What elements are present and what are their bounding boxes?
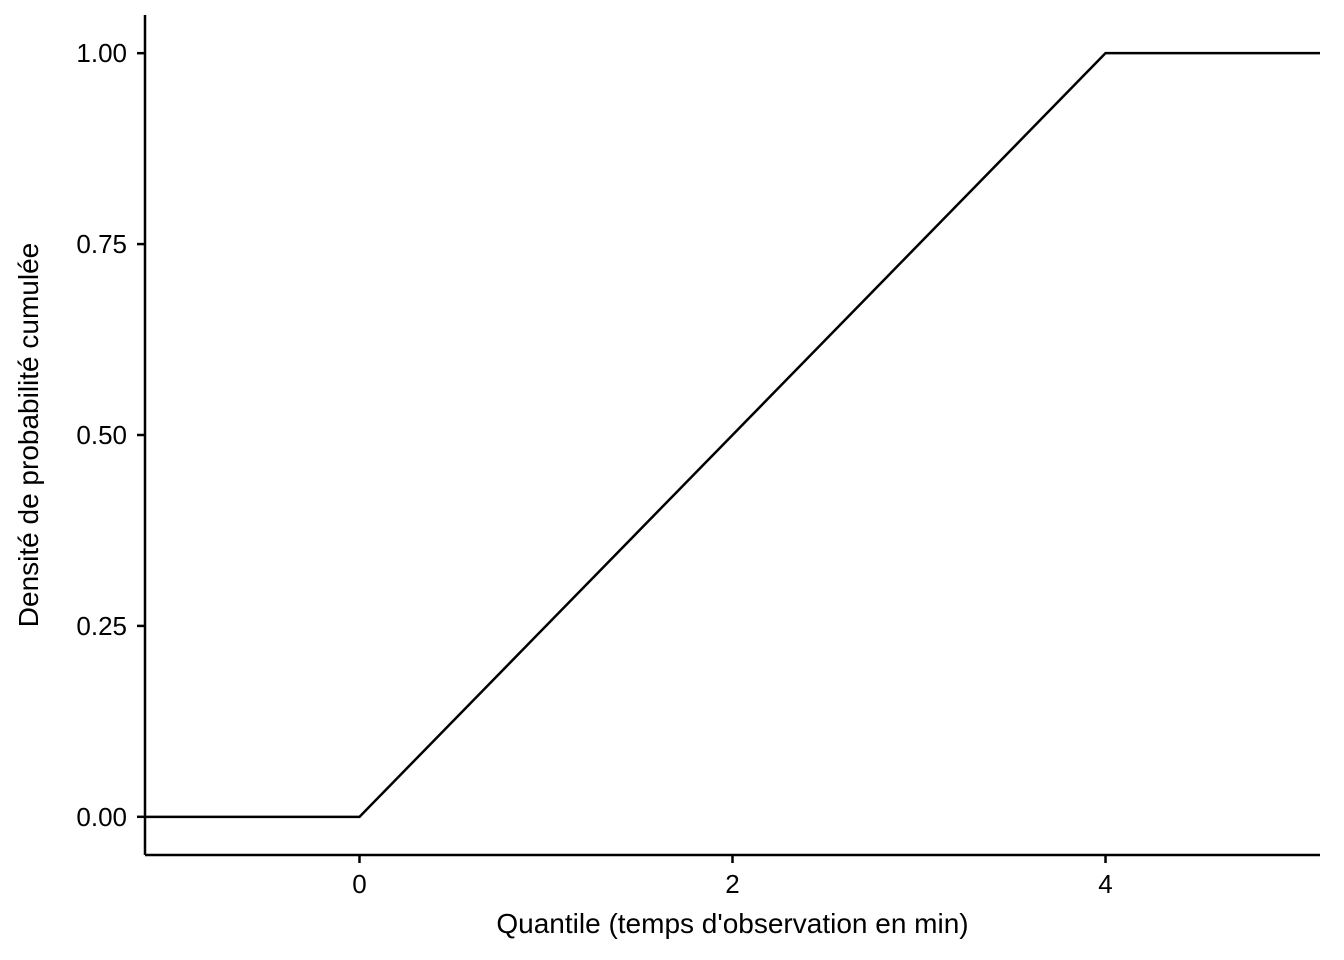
- cdf-chart: 0 2 4 0.00 0.25 0.50 0.75 1.00 Quantile (temps d…: [0, 0, 1344, 960]
- y-tick-label: 0.75: [76, 229, 127, 259]
- y-tick-label: 0.25: [76, 611, 127, 641]
- y-axis-label: Densité de probabilité cumulée: [13, 243, 44, 627]
- chart-svg: 0 2 4 0.00 0.25 0.50 0.75 1.00 Quantile (temps d…: [0, 0, 1344, 960]
- y-tick-label: 1.00: [76, 38, 127, 68]
- x-axis-label: Quantile (temps d'observation en min): [496, 908, 968, 939]
- y-tick-label: 0.00: [76, 802, 127, 832]
- x-tick-label: 0: [352, 869, 366, 899]
- y-tick-label: 0.50: [76, 420, 127, 450]
- x-tick-label: 4: [1098, 869, 1112, 899]
- x-tick-label: 2: [725, 869, 739, 899]
